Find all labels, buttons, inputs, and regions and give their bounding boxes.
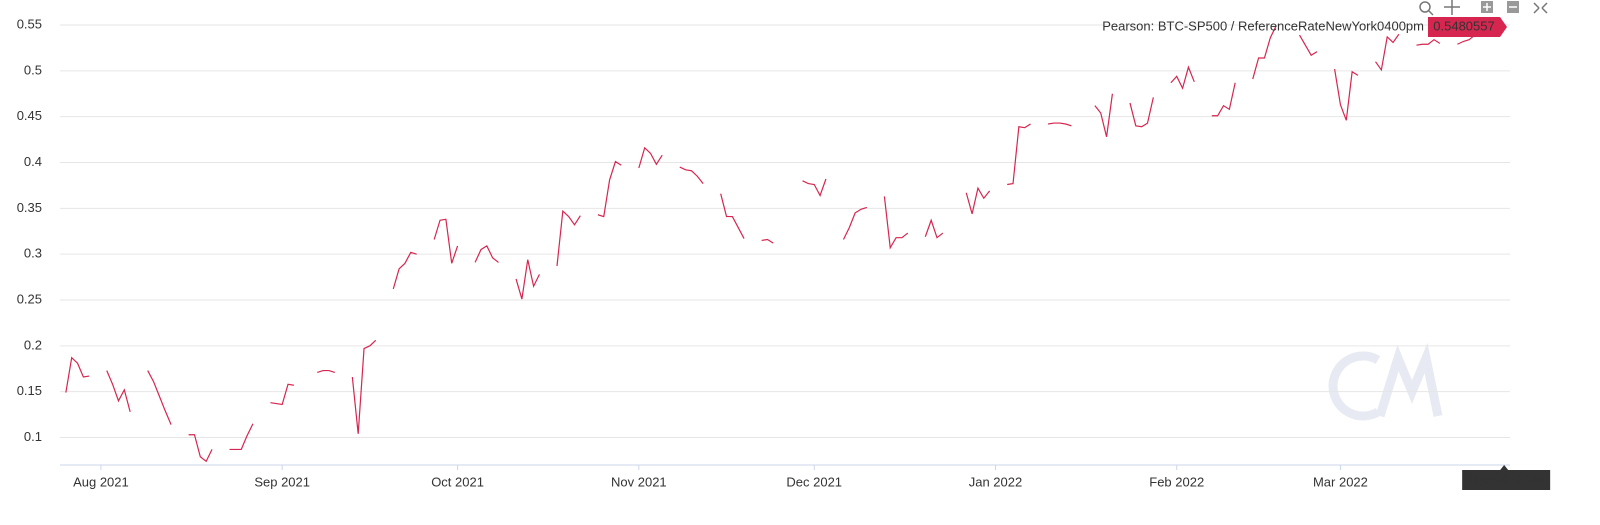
x-tick-label: Nov 2021: [611, 474, 667, 489]
plot: [65, 25, 1505, 463]
y-tick-label: 0.25: [17, 291, 42, 306]
logo-c: [1328, 351, 1381, 421]
y-tick-label: 0.3: [24, 246, 42, 261]
x-tick-label: Oct 2021: [431, 474, 484, 489]
y-tick-label: 0.4: [24, 154, 42, 169]
labels: 0.1 0.15 0.2 0.25 0.3 0.35 0.4 0.45 0.5 0.55 Aug 2…: [17, 16, 1551, 490]
x-tick-label: Jan 2022: [969, 474, 1023, 489]
data-line: [65, 25, 1505, 463]
tooltip-series-name: Pearson: BTC-SP500 / ReferenceRateNewYor…: [1102, 18, 1424, 33]
watermark-logo: [1328, 342, 1443, 421]
zoom-in-button[interactable]: [1481, 1, 1493, 13]
y-tick-label: 0.35: [17, 200, 42, 215]
x-tick-label: Sep 2021: [254, 474, 310, 489]
x-tick-label: Dec 2021: [786, 474, 842, 489]
grid: [60, 24, 1510, 470]
y-tick-label: 0.15: [17, 383, 42, 398]
y-tick-label: 0.1: [24, 429, 42, 444]
x-tick-label: Mar 2022: [1313, 474, 1368, 489]
pan-button[interactable]: [1444, 0, 1460, 15]
y-tick-label: 0.55: [17, 16, 42, 31]
reset-button[interactable]: [1533, 2, 1548, 14]
tooltip-value-box: [1428, 17, 1507, 37]
toolbar: [1419, 0, 1548, 16]
logo-m: [1375, 342, 1443, 418]
x-tick-label: Aug 2021: [73, 474, 129, 489]
x-tick-label: Feb 2022: [1149, 474, 1204, 489]
crosshair-label: Mar 29, 2022: [1468, 472, 1545, 487]
zoom-button[interactable]: [1419, 1, 1434, 16]
y-tick-label: 0.5: [24, 62, 42, 77]
crosshair-label-box: [1462, 465, 1551, 490]
y-tick-label: 0.2: [24, 337, 42, 352]
y-tick-label: 0.45: [17, 108, 42, 123]
zoom-out-button[interactable]: [1507, 1, 1519, 13]
tooltip-value: 0.5480557: [1433, 18, 1494, 33]
